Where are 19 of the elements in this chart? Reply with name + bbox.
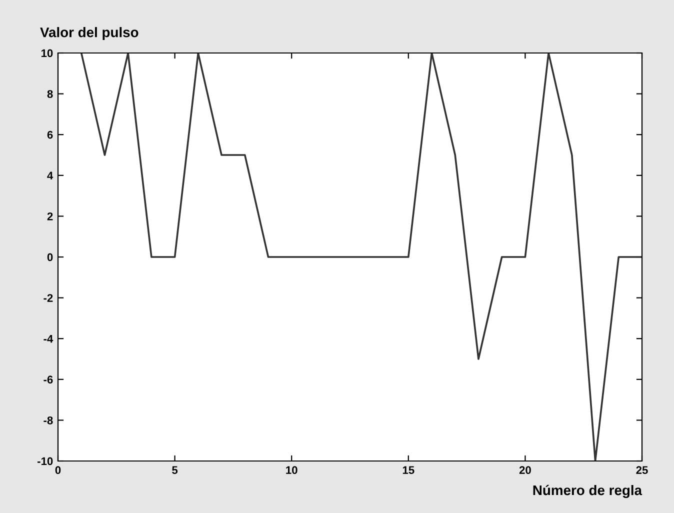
y-tick-label: -10 [38, 457, 53, 466]
y-tick-label: 2 [47, 212, 53, 220]
x-tick-label: 0 [55, 466, 61, 474]
x-tick-label: 20 [519, 466, 531, 474]
y-tick-label: 10 [41, 49, 53, 58]
x-axis-title: Número de regla [533, 484, 642, 498]
y-tick-label: 4 [47, 172, 54, 180]
x-tick-label: 5 [172, 466, 178, 474]
x-tick-label: 15 [402, 466, 414, 474]
y-tick-label: 6 [47, 130, 53, 139]
y-tick-label: -2 [44, 294, 53, 302]
y-tick-label: -6 [44, 376, 53, 384]
y-tick-label: 0 [47, 253, 53, 262]
y-tick-label: -4 [44, 334, 54, 343]
y-tick-label: -8 [44, 416, 53, 424]
y-tick-label: 8 [47, 90, 53, 98]
x-tick-label: 25 [636, 466, 648, 474]
x-tick-label: 10 [286, 466, 298, 474]
chart-title: Valor del pulso [40, 27, 138, 40]
